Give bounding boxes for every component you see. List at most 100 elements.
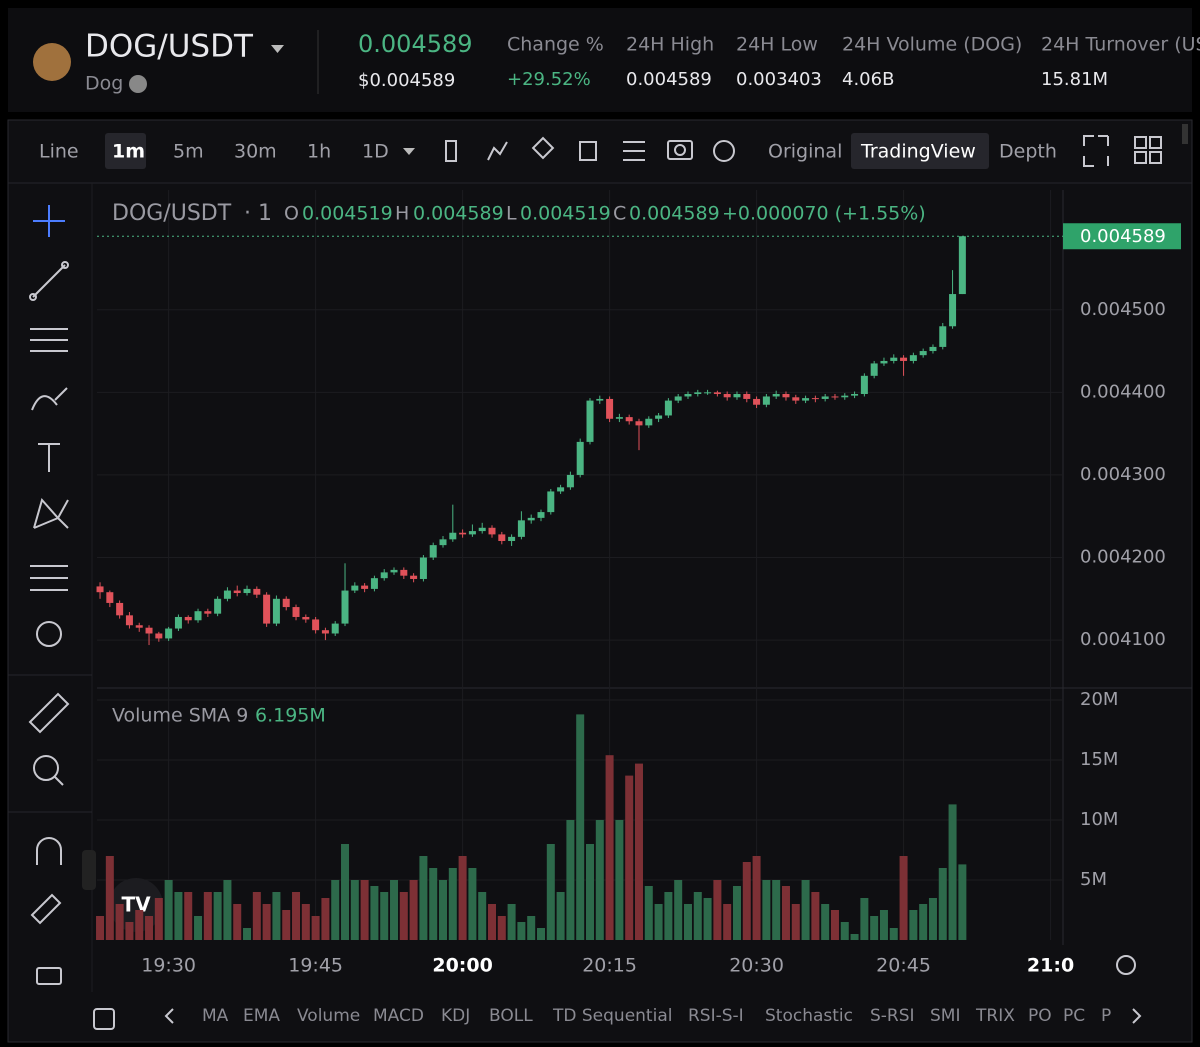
- view-tab[interactable]: Original: [768, 141, 842, 163]
- scroll-left[interactable]: [164, 1008, 174, 1024]
- volume-bar: [654, 904, 663, 940]
- volume-bar: [233, 904, 242, 940]
- candle-body: [890, 357, 898, 361]
- candle-body: [831, 396, 839, 398]
- candle-body: [478, 527, 486, 532]
- candle-body: [302, 616, 310, 620]
- volume-bar: [145, 916, 154, 940]
- candle-body: [204, 611, 212, 614]
- indicator-tab[interactable]: TRIX: [975, 1006, 1015, 1026]
- view-tab[interactable]: Depth: [999, 141, 1057, 163]
- legend-open: 0.004519: [302, 203, 393, 225]
- interval-tab[interactable]: 5m: [173, 141, 204, 163]
- candle-body: [194, 611, 202, 621]
- indicator-tab[interactable]: SMI: [930, 1006, 960, 1026]
- volume-bar: [174, 892, 183, 940]
- candle-body: [694, 392, 702, 394]
- volume-bar: [96, 916, 105, 940]
- info-icon[interactable]: [129, 75, 147, 93]
- volume-bar: [360, 880, 369, 940]
- settings-icon[interactable]: [1116, 955, 1136, 975]
- volume-bar: [546, 844, 555, 940]
- candle-body: [380, 572, 388, 579]
- volume-bar: [154, 898, 163, 940]
- toolbar-icons[interactable]: [445, 135, 1162, 167]
- volume-bar: [184, 892, 193, 940]
- candle-body: [292, 607, 300, 617]
- candle-body: [586, 400, 594, 442]
- candle-body: [900, 357, 908, 361]
- volume-bar: [938, 868, 947, 940]
- volume-bar: [380, 892, 389, 940]
- candle-body: [557, 487, 565, 492]
- indicator-tab[interactable]: P: [1101, 1006, 1111, 1026]
- candle-body: [341, 590, 349, 624]
- collapse-button[interactable]: [82, 850, 96, 890]
- indicator-tab[interactable]: PO: [1028, 1006, 1052, 1026]
- candle-body: [145, 627, 153, 634]
- scroll-right[interactable]: [1132, 1008, 1142, 1024]
- legend-l: L: [506, 203, 517, 225]
- candle-body: [792, 397, 800, 401]
- legend-high: 0.004589: [413, 203, 504, 225]
- candle-body: [263, 594, 271, 624]
- candle-body: [851, 393, 859, 396]
- indicator-tab[interactable]: Stochastic: [765, 1006, 853, 1026]
- candle-body: [184, 616, 192, 621]
- drawing-tools[interactable]: [28, 205, 70, 985]
- volume-bar: [282, 910, 291, 940]
- volume-bar: [223, 880, 232, 940]
- indicator-tab[interactable]: BOLL: [489, 1006, 533, 1026]
- candle-body: [488, 527, 496, 535]
- view-tab[interactable]: TradingView: [860, 141, 976, 163]
- volume-bar: [723, 904, 732, 940]
- calendar-icon[interactable]: [93, 1008, 115, 1030]
- volume-tick-label: 5M: [1080, 869, 1107, 890]
- x-tick-label: 20:00: [432, 955, 492, 977]
- legend-interval: · 1: [244, 201, 272, 226]
- volume-bar: [458, 856, 467, 940]
- volume-bar: [203, 892, 212, 940]
- indicator-tab[interactable]: S-RSI: [870, 1006, 915, 1026]
- candle-body: [753, 398, 761, 405]
- candle-body: [508, 536, 516, 541]
- scrollbar[interactable]: [1182, 124, 1188, 144]
- volume-bar: [517, 922, 526, 940]
- candle-body: [165, 628, 173, 639]
- legend-h: H: [395, 203, 409, 225]
- interval-tab[interactable]: 1m: [112, 141, 145, 163]
- candle-body: [449, 532, 457, 540]
- candle-body: [733, 393, 741, 398]
- interval-tab[interactable]: 1D: [362, 141, 389, 163]
- candle-body: [106, 592, 114, 603]
- volume-bar: [850, 934, 859, 940]
- candle-body: [625, 417, 633, 422]
- indicator-tab[interactable]: TD Sequential: [552, 1006, 672, 1026]
- candle-body: [174, 616, 182, 629]
- indicator-tab[interactable]: Volume: [297, 1006, 360, 1026]
- x-tick-label: 19:30: [141, 955, 196, 977]
- candle-body: [615, 417, 623, 419]
- candle-body: [96, 586, 104, 593]
- interval-tab[interactable]: 1h: [307, 141, 331, 163]
- stat-label: 24H Volume (DOG): [842, 34, 1022, 56]
- interval-dropdown[interactable]: [403, 148, 415, 155]
- indicator-tab[interactable]: KDJ: [441, 1006, 470, 1026]
- volume-bar: [429, 868, 438, 940]
- volume-bar: [301, 904, 310, 940]
- indicator-tab[interactable]: MACD: [373, 1006, 424, 1026]
- volume-bar: [732, 886, 741, 940]
- stat-value: +29.52%: [507, 69, 591, 90]
- volume-bar: [919, 904, 928, 940]
- volume-bar: [105, 856, 114, 940]
- indicator-tab[interactable]: PC: [1063, 1006, 1085, 1026]
- pair-dropdown[interactable]: [271, 45, 284, 53]
- indicator-tab[interactable]: MA: [202, 1006, 229, 1026]
- indicator-tab[interactable]: EMA: [243, 1006, 280, 1026]
- interval-tab[interactable]: 30m: [234, 141, 277, 163]
- candle-body: [909, 355, 917, 361]
- indicator-tab[interactable]: RSI-S-I: [688, 1006, 744, 1026]
- pair[interactable]: DOG/USDT: [85, 29, 254, 65]
- volume-bar: [321, 898, 330, 940]
- interval-tab[interactable]: Line: [39, 141, 79, 163]
